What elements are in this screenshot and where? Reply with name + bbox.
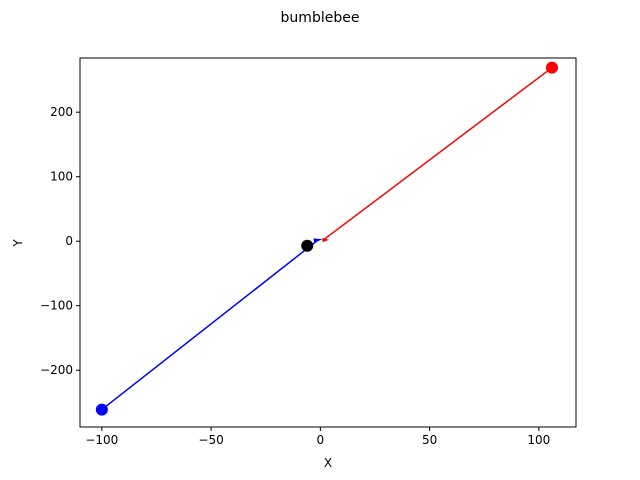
center-marker <box>301 239 314 252</box>
y-tick-label: 200 <box>50 105 73 119</box>
arrow-1 <box>322 237 330 243</box>
axes: −100 −50 0 50 100 −200 −100 0 100 200 <box>40 57 577 447</box>
y-axis-label: Y <box>11 239 25 248</box>
x-tick-label: −50 <box>198 433 223 447</box>
x-tick-label: 100 <box>527 433 550 447</box>
axes-frame <box>79 57 577 428</box>
x-tick-label: −100 <box>85 433 118 447</box>
y-tick-label: 100 <box>50 170 73 184</box>
series-line-1 <box>322 67 553 242</box>
series-line-0 <box>101 239 319 411</box>
x-tick-label: 0 <box>317 433 325 447</box>
arrow-0 <box>313 238 323 243</box>
y-tick-label: 0 <box>65 234 73 248</box>
plot-area <box>95 61 558 416</box>
start-marker-0 <box>95 403 108 416</box>
start-marker-1 <box>545 61 558 74</box>
chart-title: bumblebee <box>281 10 360 26</box>
x-axis-label: X <box>324 456 332 470</box>
y-tick-label: −200 <box>40 363 73 377</box>
x-tick-label: 50 <box>422 433 437 447</box>
y-tick-label: −100 <box>40 299 73 313</box>
